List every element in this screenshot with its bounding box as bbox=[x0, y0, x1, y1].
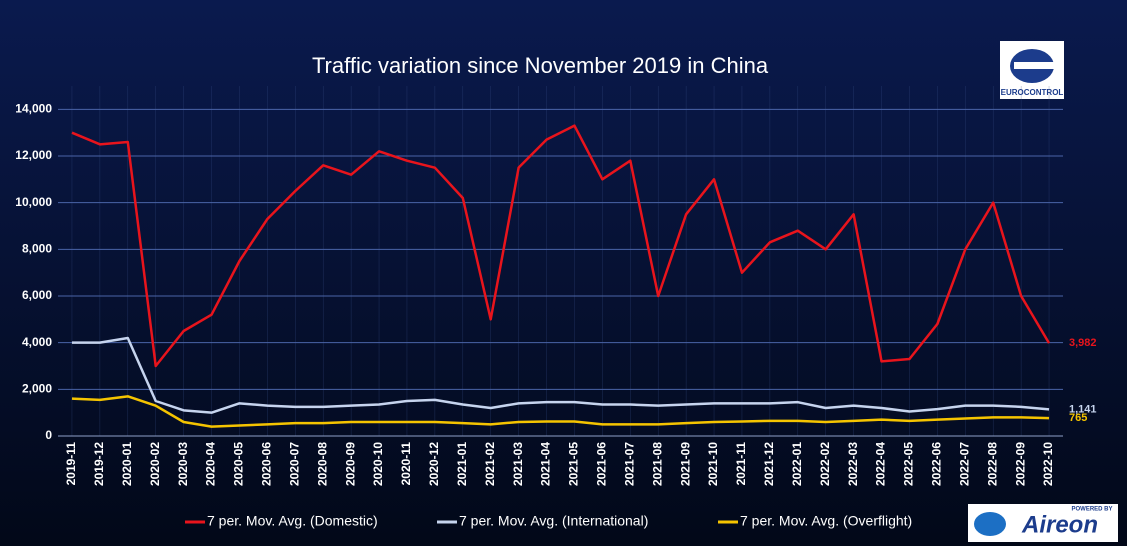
x-tick-label: 2020-08 bbox=[315, 442, 329, 486]
y-tick-label: 2,000 bbox=[22, 382, 52, 396]
series-line bbox=[71, 395, 1050, 428]
x-tick-label: 2020-02 bbox=[148, 442, 162, 486]
y-tick-label: 12,000 bbox=[15, 148, 52, 162]
x-tick-label: 2020-04 bbox=[204, 442, 218, 486]
x-tick-label: 2020-07 bbox=[287, 442, 301, 486]
x-tick-label: 2022-03 bbox=[846, 442, 860, 486]
y-tick-label: 10,000 bbox=[15, 195, 52, 209]
end-value-label: 1,141 bbox=[1069, 403, 1097, 415]
x-tick-label: 2020-11 bbox=[399, 442, 413, 486]
y-tick-label: 6,000 bbox=[22, 288, 52, 302]
x-tick-label: 2021-02 bbox=[483, 442, 497, 486]
x-tick-label: 2020-01 bbox=[120, 442, 134, 486]
end-value-label: 765 bbox=[1069, 412, 1087, 424]
x-tick-label: 2021-12 bbox=[762, 442, 776, 486]
legend-label: 7 per. Mov. Avg. (International) bbox=[459, 513, 648, 529]
x-tick-label: 2019-11 bbox=[64, 442, 78, 486]
series-line bbox=[71, 124, 1051, 368]
x-tick-label: 2021-01 bbox=[455, 442, 469, 486]
x-tick-label: 2022-09 bbox=[1013, 442, 1027, 486]
legend-label: 7 per. Mov. Avg. (Domestic) bbox=[207, 513, 378, 529]
x-tick-label: 2019-12 bbox=[92, 442, 106, 486]
x-tick-label: 2022-06 bbox=[930, 442, 944, 486]
y-tick-label: 8,000 bbox=[22, 242, 52, 256]
x-tick-label: 2020-10 bbox=[371, 442, 385, 486]
x-tick-label: 2020-06 bbox=[260, 442, 274, 486]
x-tick-label: 2022-04 bbox=[874, 442, 888, 486]
logo-text: EUROCONTROL bbox=[1001, 88, 1064, 97]
x-tick-label: 2022-05 bbox=[902, 442, 916, 486]
eurocontrol-logo: EUROCONTROL bbox=[1000, 41, 1064, 99]
x-tick-label: 2022-02 bbox=[818, 442, 832, 486]
x-tick-label: 2020-05 bbox=[232, 442, 246, 486]
x-tick-label: 2021-08 bbox=[650, 442, 664, 486]
x-tick-label: 2021-09 bbox=[678, 442, 692, 486]
x-tick-label: 2021-11 bbox=[734, 442, 748, 486]
series-line bbox=[71, 336, 1050, 414]
chart-title: Traffic variation since November 2019 in… bbox=[312, 53, 769, 78]
logo-shape bbox=[1014, 62, 1054, 69]
x-tick-label: 2021-07 bbox=[622, 442, 636, 486]
x-tick-label: 2022-07 bbox=[957, 442, 971, 486]
y-tick-label: 4,000 bbox=[22, 335, 52, 349]
y-tick-label: 0 bbox=[45, 428, 52, 442]
x-tick-label: 2021-10 bbox=[706, 442, 720, 486]
logo-text: POWERED BY bbox=[1071, 507, 1112, 513]
x-tick-label: 2021-03 bbox=[511, 442, 525, 486]
x-tick-label: 2022-08 bbox=[985, 442, 999, 486]
x-tick-label: 2020-12 bbox=[427, 442, 441, 486]
x-tick-label: 2020-03 bbox=[176, 442, 190, 486]
end-value-label: 3,982 bbox=[1069, 337, 1097, 349]
x-tick-label: 2020-09 bbox=[343, 442, 357, 486]
x-tick-label: 2021-04 bbox=[539, 442, 553, 486]
y-tick-label: 14,000 bbox=[15, 102, 52, 116]
x-tick-label: 2022-10 bbox=[1041, 442, 1055, 486]
x-tick-label: 2021-06 bbox=[595, 442, 609, 486]
logo-text: Aireon bbox=[1021, 511, 1098, 538]
x-tick-label: 2021-05 bbox=[567, 442, 581, 486]
aireon-logo: POWERED BY Aireon bbox=[968, 504, 1118, 542]
logo-shape bbox=[974, 512, 1006, 536]
legend-label: 7 per. Mov. Avg. (Overflight) bbox=[740, 513, 912, 529]
x-tick-label: 2022-01 bbox=[790, 442, 804, 486]
